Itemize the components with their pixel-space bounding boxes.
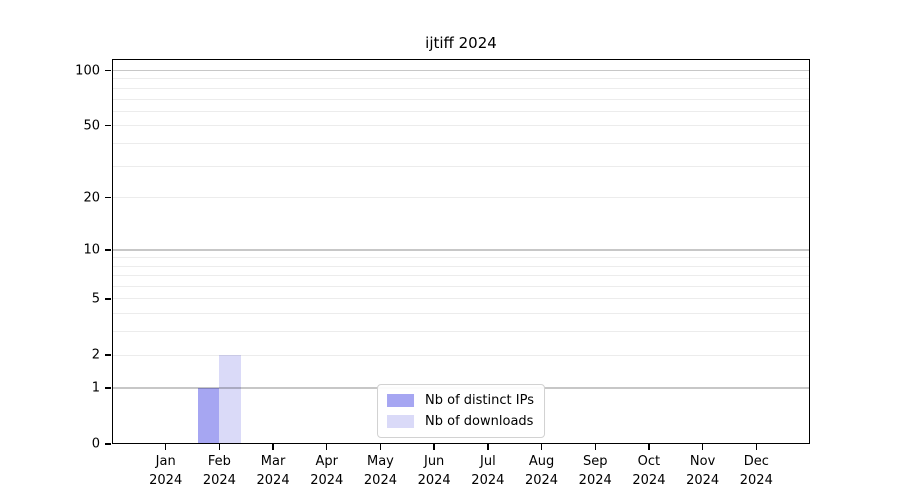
y-tick-mark — [105, 443, 111, 445]
ticks-layer: 0 1 2 5 10 20 50 100 Jan 2024 Feb 2024 Mar 2024 Apr 202… — [75, 59, 810, 488]
major-gridline — [112, 249, 810, 251]
x-tick-label-jul: Jul 2024 — [458, 452, 518, 490]
y-tick-label: 1 — [91, 380, 100, 396]
x-tick-mark — [755, 444, 757, 450]
legend-item-distinct-ips: Nb of distinct IPs — [387, 390, 534, 411]
y-tick-mark — [105, 249, 111, 251]
y-tick-mark — [105, 387, 111, 389]
x-tick-label-jun: Jun 2024 — [404, 452, 464, 490]
x-tick-year: 2024 — [686, 473, 720, 488]
x-tick-year: 2024 — [417, 473, 451, 488]
minor-gridline — [112, 298, 810, 300]
x-tick-mark — [594, 444, 596, 450]
y-tick-label: 2 — [91, 347, 100, 363]
minor-gridline — [112, 110, 810, 112]
x-tick-year: 2024 — [632, 473, 666, 488]
minor-gridline — [112, 313, 810, 315]
bar-distinct-ips-feb — [197, 387, 220, 444]
x-tick-year: 2024 — [739, 473, 773, 488]
y-tick-label: 5 — [91, 291, 100, 307]
x-tick-mark — [164, 444, 167, 450]
x-tick-mark — [272, 444, 274, 450]
x-tick-year: 2024 — [363, 473, 397, 488]
legend-item-downloads: Nb of downloads — [387, 411, 534, 432]
x-tick-label-nov: Nov 2024 — [673, 452, 733, 490]
chart-title: ijtiff 2024 — [425, 34, 497, 52]
x-tick-label-jan: Jan 2024 — [136, 452, 196, 490]
legend: Nb of distinct IPs Nb of downloads — [377, 384, 545, 438]
x-tick-year: 2024 — [524, 473, 559, 488]
bar-downloads-feb — [219, 355, 241, 444]
minor-gridline — [112, 142, 810, 144]
x-tick-label-oct: Oct 2024 — [619, 452, 679, 490]
x-tick-mark — [218, 444, 221, 450]
minor-gridline — [112, 87, 810, 89]
minor-gridline — [112, 197, 810, 199]
y-tick-label: 20 — [83, 190, 100, 206]
x-tick-year: 2024 — [149, 473, 183, 488]
y-tick-label: 100 — [75, 63, 100, 78]
minor-gridline — [112, 331, 810, 333]
x-tick-label-dec: Dec 2024 — [726, 452, 786, 490]
x-tick-label-apr: Apr 2024 — [297, 452, 357, 490]
major-gridline — [112, 69, 810, 72]
legend-label-downloads: Nb of downloads — [425, 414, 534, 429]
bars-layer — [112, 59, 810, 444]
x-tick-mark — [701, 444, 704, 450]
legend-swatch-downloads — [387, 415, 415, 428]
minor-gridline — [112, 78, 810, 80]
y-tick-label: 10 — [83, 242, 100, 258]
x-tick-mark — [540, 444, 543, 450]
x-tick-year: 2024 — [256, 473, 290, 488]
x-tick-label-mar: Mar 2024 — [243, 452, 303, 490]
y-tick-mark — [105, 125, 111, 127]
x-tick-label-sep: Sep 2024 — [565, 452, 625, 490]
x-tick-year: 2024 — [578, 473, 612, 488]
x-tick-year: 2024 — [310, 473, 344, 488]
legend-swatch-distinct-ips — [387, 394, 415, 407]
minor-gridline — [112, 257, 810, 259]
minor-gridline — [112, 125, 810, 127]
x-tick-label-feb: Feb 2024 — [189, 452, 249, 490]
x-tick-mark — [487, 444, 489, 450]
x-tick-year: 2024 — [471, 473, 505, 488]
y-tick-mark — [105, 354, 111, 356]
y-tick-mark — [105, 69, 111, 72]
x-tick-label-aug: Aug 2024 — [512, 452, 572, 490]
minor-gridline — [112, 275, 810, 277]
y-tick-mark — [105, 298, 111, 300]
x-tick-label-may: May 2024 — [350, 452, 410, 490]
y-tick-label: 0 — [91, 436, 100, 452]
y-tick-mark — [105, 196, 111, 199]
x-tick-year: 2024 — [202, 473, 236, 488]
x-tick-mark — [379, 444, 382, 450]
minor-gridline — [112, 286, 810, 288]
minor-gridline — [112, 354, 810, 356]
y-tick-label: 50 — [83, 118, 100, 134]
minor-gridline — [112, 98, 810, 100]
legend-label-distinct-ips: Nb of distinct IPs — [425, 393, 534, 408]
minor-gridline — [112, 265, 810, 267]
x-tick-mark — [326, 444, 328, 450]
minor-gridline — [112, 165, 810, 167]
x-tick-mark — [433, 444, 435, 450]
plot-area: 0 1 2 5 10 20 50 100 Jan 2024 Feb 2024 Mar 2024 Apr 202… — [75, 59, 810, 488]
x-tick-mark — [648, 444, 650, 450]
